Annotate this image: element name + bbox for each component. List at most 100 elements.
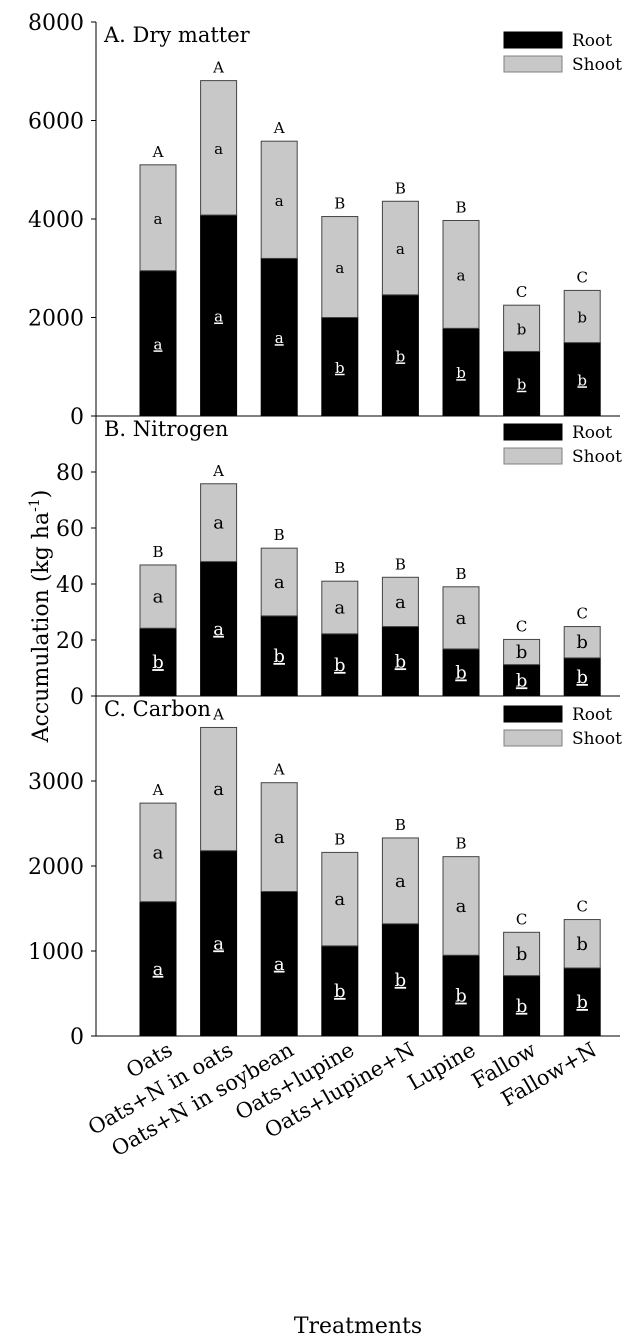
total-letter: B	[334, 559, 345, 577]
bar-shoot	[200, 726, 238, 852]
total-letter: A	[212, 705, 224, 723]
shoot-letter: a	[334, 889, 345, 910]
panel-title: C. Carbon	[104, 697, 211, 721]
legend: Root Shoot	[503, 705, 622, 749]
root-letter: b	[396, 347, 406, 365]
bar-shoot	[442, 856, 480, 956]
total-letter: B	[395, 555, 406, 573]
shoot-letter: b	[516, 642, 528, 663]
legend-root-swatch	[503, 423, 563, 441]
root-letter: b	[517, 376, 527, 394]
shoot-letter: a	[274, 572, 285, 593]
legend: Root Shoot	[503, 31, 622, 75]
total-letter: B	[274, 526, 285, 544]
root-letter: b	[455, 986, 467, 1007]
bar-root	[200, 561, 238, 697]
root-letter: b	[516, 670, 528, 691]
bar-root	[200, 214, 238, 417]
bar-root	[503, 975, 541, 1037]
bar-root	[563, 342, 601, 417]
bar-root	[442, 648, 480, 697]
bar-root	[139, 270, 177, 417]
bar-root	[321, 317, 359, 417]
panel-3: 0 1000 2000 3000 C. Carbon Root Shoot Aa a Aa a Aa a…	[28, 696, 622, 1050]
legend-shoot-label: Shoot	[572, 447, 622, 467]
bar-shoot	[260, 782, 298, 893]
bar-root	[381, 923, 419, 1037]
total-letter: C	[516, 910, 527, 928]
bar-root	[200, 850, 238, 1037]
bar-root	[139, 627, 177, 697]
total-letter: B	[395, 816, 406, 834]
bar-shoot	[563, 626, 601, 659]
shoot-letter: a	[395, 871, 406, 892]
total-letter: B	[395, 179, 406, 197]
bar-shoot	[321, 851, 359, 947]
total-letter: A	[152, 143, 164, 161]
shoot-letter: a	[457, 266, 466, 284]
root-letter: a	[214, 308, 223, 326]
bar-shoot	[381, 200, 419, 296]
bar-root	[442, 954, 480, 1037]
panel-title: A. Dry matter	[103, 23, 251, 47]
root-letter: b	[516, 996, 528, 1017]
bar-shoot	[503, 304, 541, 352]
panel-2: 0 20 40 60 80 B. Nitrogen Root Shoot Ba b Aa a Ba b Ba…	[56, 416, 622, 710]
bar-shoot	[200, 483, 238, 563]
shoot-letter: a	[274, 827, 285, 848]
x-tick-label: Lupine	[404, 1038, 480, 1096]
shoot-letter: b	[516, 944, 528, 965]
legend-shoot-label: Shoot	[572, 55, 622, 75]
shoot-letter: b	[517, 320, 527, 338]
shoot-letter: a	[335, 259, 344, 277]
bar-root	[381, 626, 419, 697]
bar-shoot	[503, 931, 541, 977]
root-letter: b	[334, 655, 346, 676]
shoot-letter: a	[153, 587, 164, 608]
y-tick-label: 40	[56, 573, 84, 598]
shoot-letter: a	[153, 842, 164, 863]
bar-shoot	[381, 576, 419, 628]
y-tick-label: 0	[70, 685, 84, 710]
total-letter: B	[334, 195, 345, 213]
bar-root	[321, 945, 359, 1037]
shoot-letter: a	[456, 896, 467, 917]
y-tick-label: 8000	[28, 11, 84, 36]
total-letter: C	[516, 283, 527, 301]
bar-shoot	[200, 80, 238, 216]
y-tick-label: 60	[56, 517, 84, 542]
root-letter: b	[577, 371, 587, 389]
total-letter: A	[212, 59, 224, 77]
root-letter: a	[213, 619, 224, 640]
root-letter: b	[152, 652, 164, 673]
root-letter: a	[275, 329, 284, 347]
bar-shoot	[139, 164, 177, 272]
bar-shoot	[260, 547, 298, 617]
legend-root-swatch	[503, 705, 563, 723]
root-letter: b	[576, 667, 588, 688]
total-letter: B	[152, 543, 163, 561]
root-letter: b	[335, 359, 345, 377]
bar-root	[503, 664, 541, 697]
root-letter: b	[273, 646, 285, 667]
bar-shoot	[260, 140, 298, 259]
shoot-letter: a	[213, 513, 224, 534]
bar-shoot	[139, 564, 177, 629]
shoot-letter: b	[576, 934, 588, 955]
total-letter: A	[273, 119, 285, 137]
total-letter: B	[455, 565, 466, 583]
total-letter: B	[334, 830, 345, 848]
total-letter: A	[273, 761, 285, 779]
bar-shoot	[563, 919, 601, 969]
legend-root-label: Root	[572, 705, 612, 725]
legend: Root Shoot	[503, 423, 622, 467]
total-letter: B	[455, 198, 466, 216]
shoot-letter: a	[395, 592, 406, 613]
root-letter: b	[456, 364, 466, 382]
legend-shoot-swatch	[503, 447, 563, 465]
legend-shoot-swatch	[503, 729, 563, 747]
y-tick-label: 20	[56, 629, 84, 654]
bar-root	[563, 967, 601, 1037]
